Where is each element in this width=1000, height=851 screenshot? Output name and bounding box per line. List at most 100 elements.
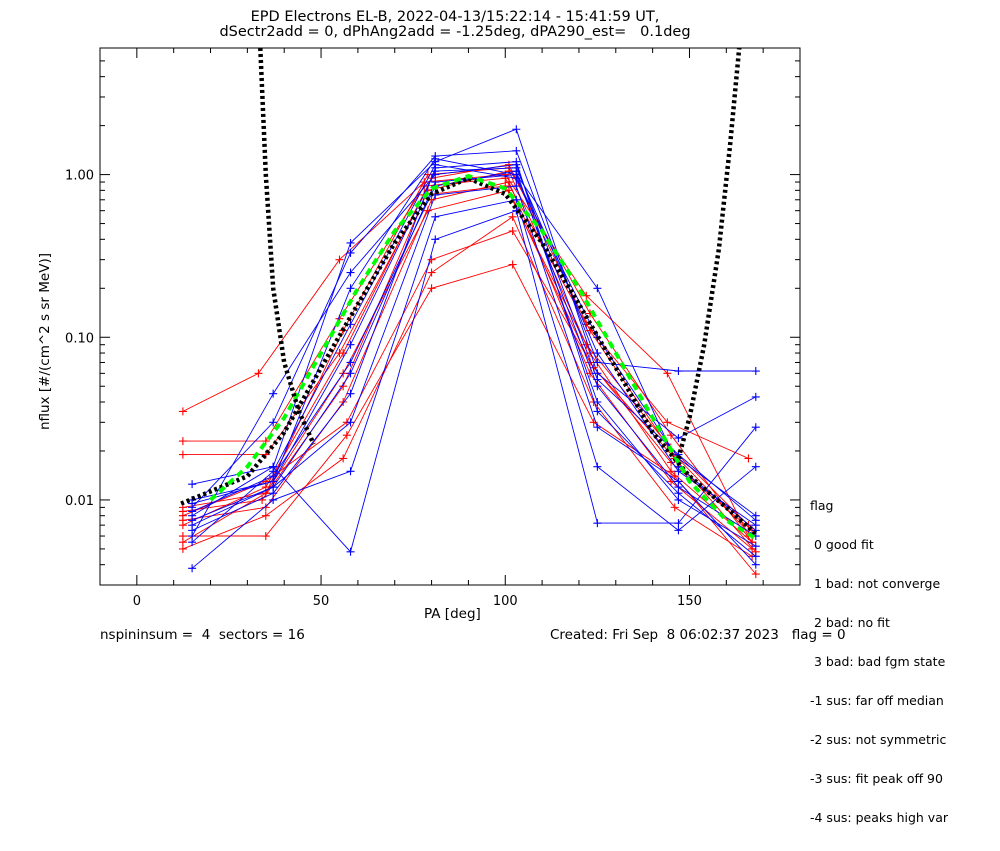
- data-point-marker: [178, 437, 187, 446]
- data-point-marker: [178, 516, 187, 525]
- data-point-marker: [178, 538, 187, 547]
- data-point-marker: [178, 407, 187, 416]
- x-tick-label: 0: [133, 594, 141, 609]
- plot-title: EPD Electrons EL-B, 2022-04-13/15:22:14 …: [250, 9, 660, 25]
- data-point-marker: [339, 454, 348, 463]
- data-point-marker: [269, 418, 278, 427]
- data-point-marker: [346, 358, 355, 367]
- flag-legend-item: -2 sus: not symmetric: [810, 732, 947, 747]
- data-point-marker: [346, 248, 355, 257]
- data-point-marker: [188, 521, 197, 530]
- series-line: [191, 161, 757, 557]
- flag-legend-item: 0 good fit: [810, 537, 874, 552]
- data-point-marker: [504, 178, 513, 187]
- data-point-marker: [751, 367, 760, 376]
- data-point-marker: [512, 160, 521, 169]
- series-line: [182, 216, 753, 557]
- series-line: [191, 170, 757, 547]
- data-point-marker: [582, 291, 591, 300]
- data-point-marker: [670, 503, 679, 512]
- data-point-marker: [431, 154, 440, 163]
- data-point-marker: [744, 454, 753, 463]
- series-line: [191, 199, 757, 569]
- flag-legend-item: 2 bad: no fit: [810, 615, 890, 630]
- data-point-marker: [261, 503, 270, 512]
- data-point-marker: [674, 489, 683, 498]
- series-line: [191, 150, 756, 508]
- data-point-marker: [269, 389, 278, 398]
- data-point-marker: [508, 260, 517, 269]
- data-point-marker: [269, 477, 278, 486]
- data-point-marker: [346, 340, 355, 349]
- series-line: [182, 167, 753, 543]
- data-point-marker: [346, 369, 355, 378]
- data-point-marker: [751, 423, 760, 432]
- data-point-marker: [512, 170, 521, 179]
- data-point-marker: [593, 407, 602, 416]
- data-point-marker: [663, 369, 672, 378]
- flag-legend: flag 0 good fit 1 bad: not converge 2 ba…: [810, 473, 948, 850]
- series-line: [182, 177, 749, 459]
- data-point-marker: [188, 532, 197, 541]
- data-point-marker: [346, 238, 355, 247]
- fit-curves-layer: [180, 47, 758, 541]
- data-point-marker: [504, 186, 513, 195]
- data-point-marker: [667, 467, 676, 476]
- data-point-marker: [751, 560, 760, 569]
- data-point-marker: [261, 532, 270, 541]
- data-point-marker: [512, 195, 521, 204]
- series-line: [191, 185, 757, 566]
- data-point-marker: [261, 437, 270, 446]
- series-line: [182, 181, 753, 550]
- y-tick-label: 0.10: [65, 331, 94, 346]
- data-point-marker: [512, 146, 521, 155]
- data-point-marker: [188, 507, 197, 516]
- data-point-marker: [346, 418, 355, 427]
- flag-legend-item: -1 sus: far off median: [810, 693, 944, 708]
- plot-window: EPD Electrons EL-B, 2022-04-13/15:22:14 …: [37, 9, 948, 825]
- data-point-marker: [261, 511, 270, 520]
- data-point-marker: [508, 227, 517, 236]
- data-point-marker: [188, 564, 197, 573]
- data-point-marker: [178, 544, 187, 553]
- data-point-marker: [593, 423, 602, 432]
- data-point-marker: [663, 418, 672, 427]
- x-axis-label: PA [deg]: [424, 606, 481, 622]
- x-tick-label: 150: [677, 594, 702, 609]
- data-point-marker: [593, 397, 602, 406]
- data-point-marker: [269, 495, 278, 504]
- y-tick-label: 0.01: [65, 494, 94, 509]
- flag-legend-item: -4 sus: peaks high var: [810, 810, 949, 825]
- flag-legend-item: 3 bad: bad fgm state: [810, 654, 946, 669]
- y-axis-label: nflux [#/(cm^2 s sr MeV)]: [37, 253, 53, 430]
- data-point-marker: [593, 284, 602, 293]
- data-point-marker: [751, 552, 760, 561]
- data-point-marker: [512, 125, 521, 134]
- axes-layer: 0 50 100 150 0.01 0.10 1.00: [65, 47, 800, 609]
- fit-curve-black: [676, 47, 742, 459]
- data-point-marker: [508, 212, 517, 221]
- data-point-marker: [674, 477, 683, 486]
- data-point-marker: [512, 182, 521, 191]
- series-line: [182, 263, 757, 575]
- fit-curve-black: [258, 47, 316, 446]
- data-point-marker: [188, 480, 197, 489]
- data-point-marker: [346, 268, 355, 277]
- data-point-marker: [751, 462, 760, 471]
- data-point-marker: [674, 495, 683, 504]
- footer-created: Created: Fri Sep 8 06:02:37 2023 flag = …: [550, 627, 846, 643]
- data-point-marker: [431, 170, 440, 179]
- data-point-marker: [593, 349, 602, 358]
- data-point-marker: [751, 570, 760, 579]
- data-point-marker: [178, 507, 187, 516]
- data-point-marker: [593, 358, 602, 367]
- fit-curve-green: [209, 173, 757, 541]
- data-point-marker: [589, 418, 598, 427]
- series-line: [182, 164, 753, 537]
- data-point-marker: [674, 434, 683, 443]
- data-point-marker: [427, 268, 436, 277]
- data-point-marker: [751, 392, 760, 401]
- fit-curve-black: [180, 175, 758, 536]
- flag-legend-item: 1 bad: not converge: [810, 576, 941, 591]
- data-point-marker: [335, 255, 344, 264]
